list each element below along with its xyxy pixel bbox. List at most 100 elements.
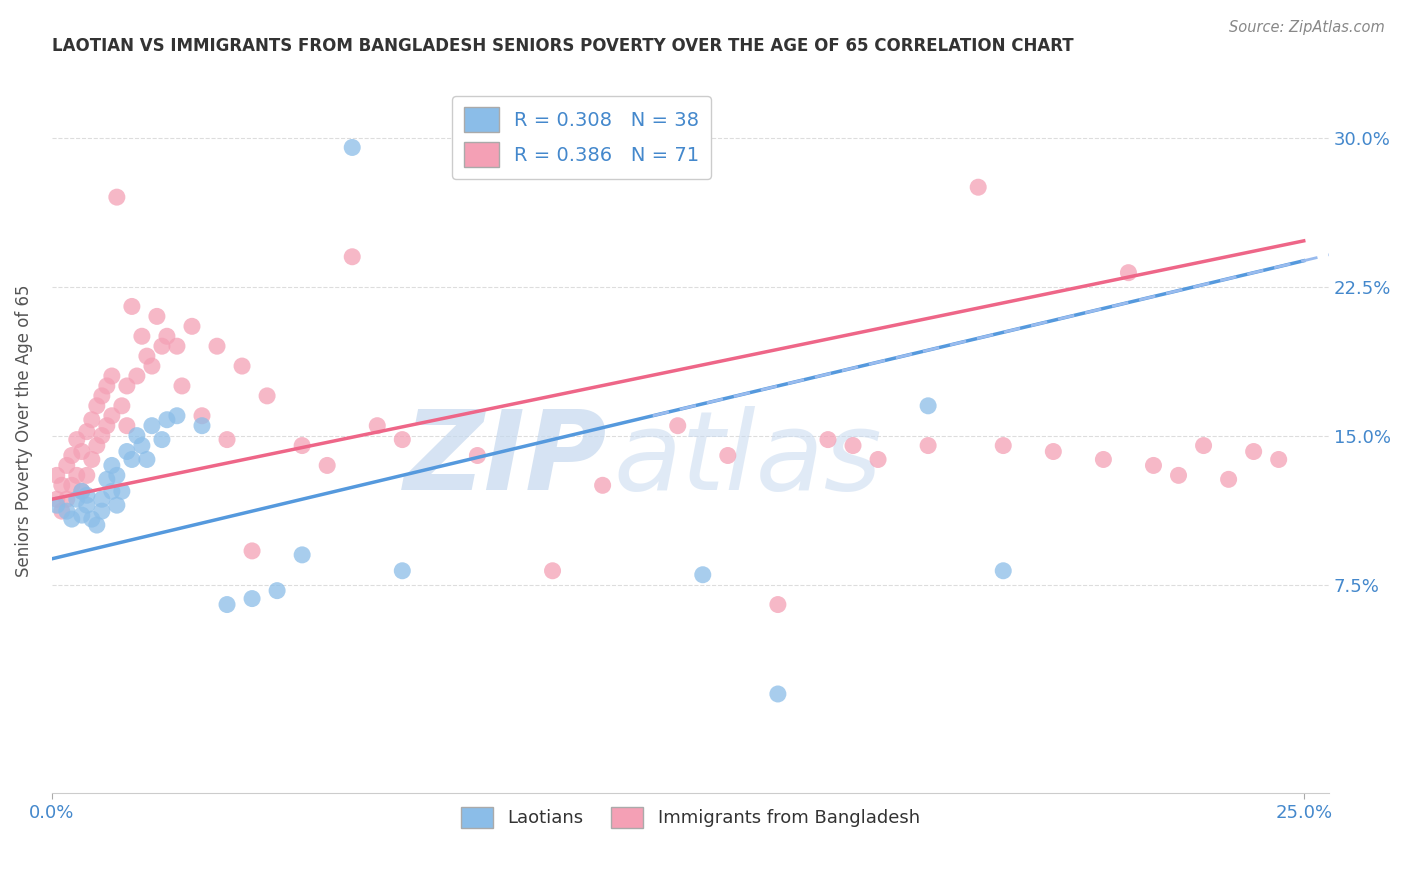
Point [1218,472,1240,486]
Point [55,504,77,518]
Point [291,439,314,453]
Point [141,359,163,373]
Point [150,339,173,353]
Point [131,329,153,343]
Point [967,180,990,194]
Point [592,478,614,492]
Point [90,504,112,518]
Point [86,439,108,453]
Point [166,409,188,423]
Point [291,548,314,562]
Point [1118,266,1140,280]
Point [191,409,214,423]
Point [101,458,124,473]
Point [66,433,89,447]
Point [181,319,204,334]
Point [717,449,740,463]
Point [115,379,138,393]
Point [842,439,865,453]
Point [51,478,73,492]
Point [342,250,364,264]
Point [125,428,148,442]
Point [80,512,103,526]
Point [868,452,890,467]
Point [256,389,278,403]
Point [101,369,124,384]
Point [692,567,714,582]
Point [342,140,364,154]
Point [76,468,98,483]
Point [90,428,112,442]
Point [86,399,108,413]
Point [240,591,263,606]
Point [993,564,1015,578]
Point [121,452,143,467]
Point [70,484,93,499]
Point [101,409,124,423]
Point [316,458,339,473]
Point [76,498,98,512]
Text: Source: ZipAtlas.com: Source: ZipAtlas.com [1229,20,1385,35]
Point [96,472,118,486]
Point [766,598,789,612]
Point [1192,439,1215,453]
Point [666,418,689,433]
Point [467,449,489,463]
Point [90,492,112,507]
Point [80,413,103,427]
Point [146,310,169,324]
Point [240,544,263,558]
Point [90,389,112,403]
Point [45,492,67,507]
Point [191,418,214,433]
Point [96,418,118,433]
Point [105,468,128,483]
Point [817,433,839,447]
Point [1167,468,1189,483]
Point [60,512,83,526]
Point [121,300,143,314]
Point [766,687,789,701]
Point [105,498,128,512]
Point [60,478,83,492]
Point [76,488,98,502]
Point [70,484,93,499]
Point [45,498,67,512]
Point [215,598,238,612]
Legend: Laotians, Immigrants from Bangladesh: Laotians, Immigrants from Bangladesh [453,800,927,835]
Point [1142,458,1164,473]
Point [70,444,93,458]
Point [55,492,77,507]
Point [131,439,153,453]
Point [170,379,193,393]
Y-axis label: Seniors Poverty Over the Age of 65: Seniors Poverty Over the Age of 65 [15,285,32,577]
Point [150,433,173,447]
Point [115,444,138,458]
Point [166,339,188,353]
Point [111,399,134,413]
Point [66,492,89,507]
Point [76,425,98,439]
Point [215,433,238,447]
Point [541,564,564,578]
Point [205,339,228,353]
Text: LAOTIAN VS IMMIGRANTS FROM BANGLADESH SENIORS POVERTY OVER THE AGE OF 65 CORRELA: LAOTIAN VS IMMIGRANTS FROM BANGLADESH SE… [52,37,1073,55]
Point [60,449,83,463]
Point [111,484,134,499]
Point [66,468,89,483]
Point [135,452,157,467]
Point [125,369,148,384]
Point [86,518,108,533]
Point [1267,452,1289,467]
Point [993,439,1015,453]
Point [115,418,138,433]
Point [231,359,253,373]
Point [80,452,103,467]
Point [70,508,93,522]
Point [96,379,118,393]
Point [101,484,124,499]
Point [1092,452,1115,467]
Point [45,468,67,483]
Point [266,583,288,598]
Point [917,439,939,453]
